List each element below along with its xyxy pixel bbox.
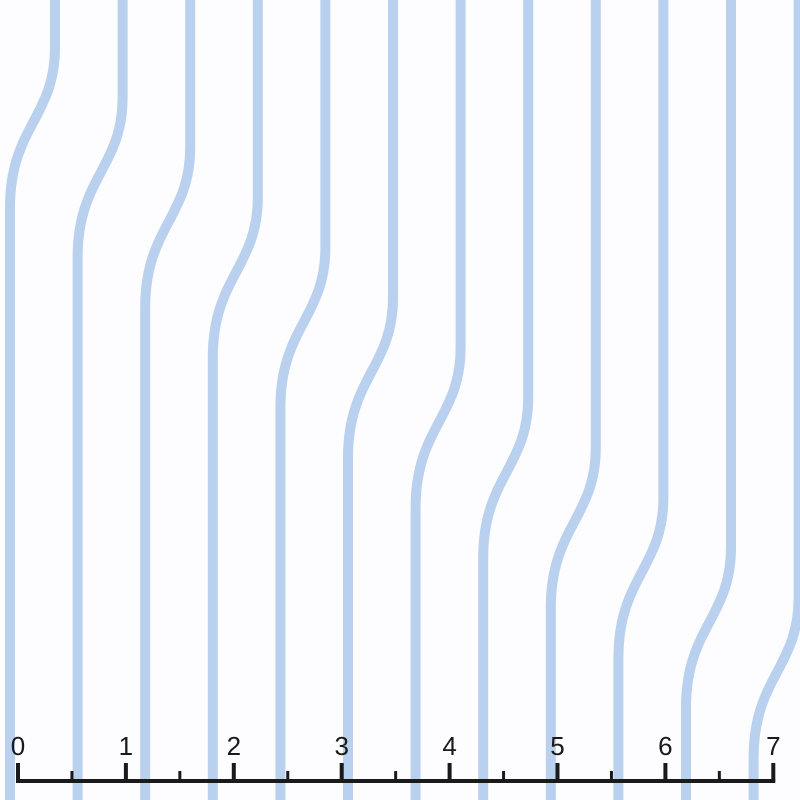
ruler-label: 2 (227, 731, 241, 761)
fabric-stripe (478, 0, 534, 800)
ruler-label: 1 (119, 731, 133, 761)
fabric-stripe (140, 0, 196, 800)
fabric-stripe (681, 0, 736, 800)
ruler-label: 3 (334, 731, 348, 761)
fabric-stripe (5, 0, 60, 800)
fabric-stripe (613, 0, 669, 800)
fabric-stripe (207, 0, 263, 800)
fabric-stripe (410, 0, 466, 800)
ruler-label: 0 (11, 731, 25, 761)
fabric-stripe (748, 0, 800, 800)
ruler-label: 5 (550, 731, 564, 761)
fabric-stripe (545, 0, 601, 800)
fabric-stripe (343, 0, 398, 800)
ruler-label: 6 (658, 731, 672, 761)
ruler-label: 7 (766, 731, 780, 761)
fabric-stripe (275, 0, 331, 800)
ruler-label: 4 (442, 731, 456, 761)
fabric-stripe (72, 0, 128, 800)
